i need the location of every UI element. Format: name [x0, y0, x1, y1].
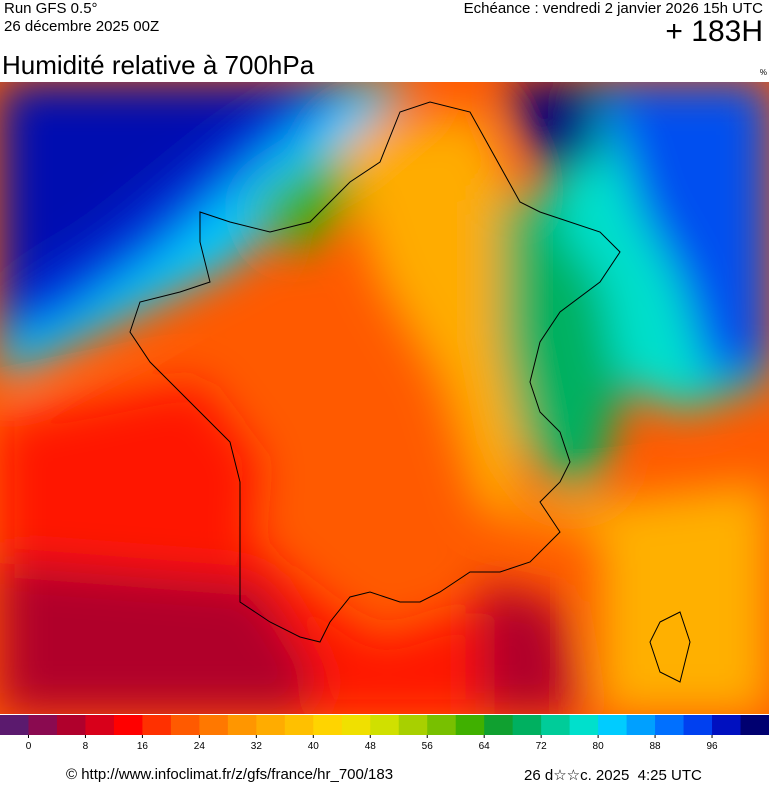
colorbar-swatch	[398, 715, 428, 735]
colorbar-swatch	[199, 715, 229, 735]
colorbar-swatch	[512, 715, 542, 735]
coastline	[129, 101, 691, 683]
map-title: Humidité relative à 700hPa	[2, 50, 315, 80]
colorbar-tick-label: 72	[536, 741, 548, 752]
field	[0, 82, 769, 714]
colorbar-tick-label: 0	[26, 741, 32, 752]
colorbar-swatch	[113, 715, 143, 735]
colorbar-tick-label: 80	[593, 741, 605, 752]
colorbar-swatch	[740, 715, 769, 735]
colorbar-swatch	[427, 715, 457, 735]
colorbar-swatch	[626, 715, 656, 735]
colorbar-tick-label: 96	[706, 741, 718, 752]
timestamp: 26 d☆☆c. 2025 4:25 UTC	[524, 767, 702, 784]
colorbar-swatch	[56, 715, 86, 735]
colorbar-swatch	[455, 715, 485, 735]
forecast-hour: + 183H	[665, 15, 763, 48]
colorbar-swatch	[683, 715, 713, 735]
colorbar-swatch	[85, 715, 115, 735]
colorbar-swatch	[256, 715, 286, 735]
colorbar-swatch	[313, 715, 343, 735]
colorbar-swatch	[227, 715, 257, 735]
colorbar-tick-label: 40	[308, 741, 320, 752]
forecast-time: Echéance : vendredi 2 janvier 2026 15h U…	[463, 0, 763, 17]
colorbar-swatch	[284, 715, 314, 735]
colorbar-swatch	[0, 715, 29, 735]
humidity-map	[0, 82, 769, 714]
colorbar-tick-label: 88	[650, 741, 662, 752]
colorbar-tick-label: 24	[194, 741, 206, 752]
colorbar-swatch	[712, 715, 742, 735]
source-url: © http://www.infoclimat.fr/z/gfs/france/…	[66, 766, 394, 783]
colorbar-tick-label: 64	[479, 741, 491, 752]
colorbar-tick-label: 48	[365, 741, 377, 752]
colorbar-tick-label: 32	[251, 741, 263, 752]
colorbar-swatch	[170, 715, 200, 735]
run-date: 26 décembre 2025 00Z	[4, 18, 160, 35]
colorbar-swatch	[655, 715, 685, 735]
colorbar-swatch	[370, 715, 400, 735]
colorbar-swatch	[541, 715, 571, 735]
colorbar-swatch	[142, 715, 172, 735]
colorbar-swatch	[28, 715, 58, 735]
colorbar-swatch	[569, 715, 599, 735]
colorbar-tick-label: 16	[137, 741, 149, 752]
colorbar-swatch	[598, 715, 628, 735]
run-label: Run GFS 0.5°	[4, 0, 98, 17]
colorbar: 0 8 16 24 32 40 48 56 64 72 80 88 96	[0, 715, 769, 752]
unit-label: %	[759, 68, 767, 77]
colorbar-tick-label: 56	[422, 741, 434, 752]
colorbar-swatch	[341, 715, 371, 735]
colorbar-tick-label: 8	[83, 741, 89, 752]
colorbar-swatch	[484, 715, 514, 735]
